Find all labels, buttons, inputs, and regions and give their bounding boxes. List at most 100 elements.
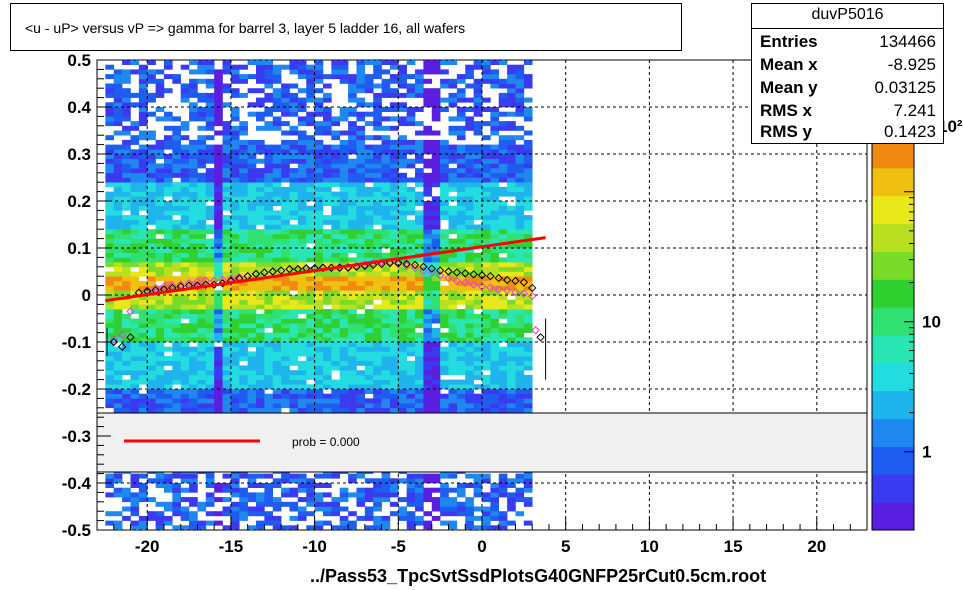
heatmap-cell xyxy=(456,342,466,347)
heatmap-cell xyxy=(465,262,474,268)
heatmap-cell xyxy=(415,158,424,164)
heatmap-cell xyxy=(490,172,500,178)
heatmap-cell xyxy=(423,158,433,164)
heatmap-cell xyxy=(423,299,433,305)
heatmap-cell xyxy=(189,191,198,197)
heatmap-cell xyxy=(431,393,441,399)
heatmap-cell xyxy=(113,407,123,413)
heatmap-cell xyxy=(348,492,357,498)
heatmap-cell xyxy=(381,191,391,197)
heatmap-cell xyxy=(523,229,533,235)
heatmap-cell xyxy=(222,295,232,300)
heatmap-cell xyxy=(331,233,341,239)
heatmap-cell xyxy=(490,60,500,65)
heatmap-cell xyxy=(398,313,407,319)
heatmap-cell xyxy=(456,403,466,409)
heatmap-cell xyxy=(373,60,382,65)
heatmap-cell xyxy=(172,130,181,136)
heatmap-cell xyxy=(389,309,399,315)
heatmap-cell xyxy=(356,487,366,493)
heatmap-cell xyxy=(197,139,207,145)
heatmap-cell xyxy=(515,97,525,103)
heatmap-cell xyxy=(482,323,491,329)
heatmap-cell xyxy=(482,271,491,277)
heatmap-cell xyxy=(507,520,516,526)
heatmap-cell xyxy=(348,473,357,479)
heatmap-cell xyxy=(281,111,290,117)
heatmap-cell xyxy=(205,313,215,319)
heatmap-cell xyxy=(448,520,458,526)
heatmap-cell xyxy=(356,266,366,272)
heatmap-cell xyxy=(189,360,198,366)
heatmap-cell xyxy=(356,290,366,296)
heatmap-cell xyxy=(356,356,366,362)
heatmap-cell xyxy=(163,168,173,174)
heatmap-cell xyxy=(331,332,341,338)
heatmap-cell xyxy=(289,257,299,263)
heatmap-cell xyxy=(398,191,407,197)
heatmap-cell xyxy=(130,337,140,343)
heatmap-cell xyxy=(339,238,349,244)
heatmap-cell xyxy=(289,299,299,305)
heatmap-cell xyxy=(272,280,282,286)
heatmap-cell xyxy=(448,511,458,517)
heatmap-cell xyxy=(440,365,449,371)
heatmap-cell xyxy=(230,149,240,155)
heatmap-cell xyxy=(373,92,382,98)
heatmap-cell xyxy=(406,74,416,80)
heatmap-cell xyxy=(507,149,516,155)
heatmap-cell xyxy=(281,252,290,258)
heatmap-cell xyxy=(306,266,315,272)
heatmap-cell xyxy=(147,389,156,394)
heatmap-cell xyxy=(381,215,391,221)
heatmap-cell xyxy=(172,201,181,206)
heatmap-cell xyxy=(515,295,525,300)
heatmap-cell xyxy=(498,520,508,526)
heatmap-cell xyxy=(473,360,483,366)
heatmap-cell xyxy=(180,215,190,221)
heatmap-cell xyxy=(440,501,449,507)
heatmap-cell xyxy=(482,78,491,84)
heatmap-cell xyxy=(322,285,332,291)
heatmap-cell xyxy=(122,233,131,239)
heatmap-cell xyxy=(264,304,274,310)
heatmap-cell xyxy=(205,497,215,503)
heatmap-cell xyxy=(356,116,366,122)
heatmap-cell xyxy=(197,323,207,329)
heatmap-cell xyxy=(314,389,324,394)
heatmap-cell xyxy=(105,168,115,174)
heatmap-cell xyxy=(130,125,140,131)
heatmap-cell xyxy=(515,252,525,258)
heatmap-cell xyxy=(482,346,491,352)
heatmap-cell xyxy=(364,111,374,117)
heatmap-cell xyxy=(440,487,449,493)
heatmap-cell xyxy=(331,276,341,282)
heatmap-cell xyxy=(272,149,282,155)
heatmap-cell xyxy=(289,295,299,300)
heatmap-cell xyxy=(331,304,341,310)
heatmap-cell xyxy=(381,219,391,225)
heatmap-cell xyxy=(398,224,407,230)
heatmap-cell xyxy=(339,492,349,498)
heatmap-cell xyxy=(138,102,148,108)
heatmap-cell xyxy=(205,257,215,263)
heatmap-cell xyxy=(230,313,240,319)
heatmap-cell xyxy=(222,248,232,253)
heatmap-cell xyxy=(322,365,332,371)
heatmap-cell xyxy=(498,158,508,164)
heatmap-cell xyxy=(339,205,349,211)
heatmap-cell xyxy=(473,290,483,296)
heatmap-cell xyxy=(163,379,173,385)
heatmap-cell xyxy=(147,168,156,174)
heatmap-cell xyxy=(498,144,508,150)
heatmap-cell xyxy=(189,515,198,521)
heatmap-cell xyxy=(373,506,382,512)
heatmap-cell xyxy=(498,327,508,333)
heatmap-cell xyxy=(431,299,441,305)
heatmap-cell xyxy=(155,393,165,399)
heatmap-cell xyxy=(163,224,173,230)
heatmap-cell xyxy=(465,313,474,319)
heatmap-cell xyxy=(331,323,341,329)
heatmap-cell xyxy=(389,252,399,258)
heatmap-cell xyxy=(398,196,407,202)
